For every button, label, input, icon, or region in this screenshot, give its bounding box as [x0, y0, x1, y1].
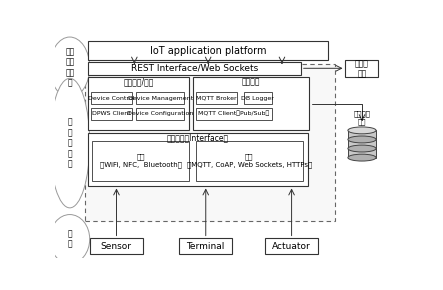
- FancyBboxPatch shape: [88, 41, 328, 61]
- Ellipse shape: [348, 136, 376, 143]
- FancyBboxPatch shape: [89, 238, 143, 254]
- Ellipse shape: [348, 154, 376, 161]
- FancyBboxPatch shape: [136, 93, 184, 104]
- FancyBboxPatch shape: [193, 77, 309, 130]
- Text: 驱动
（WiFi, NFC,  Bluetooth）: 驱动 （WiFi, NFC, Bluetooth）: [100, 154, 182, 168]
- Text: 数据管理: 数据管理: [242, 78, 260, 87]
- Text: Actuator: Actuator: [272, 242, 311, 251]
- Text: 设备信息
数据: 设备信息 数据: [354, 111, 370, 125]
- Text: Device Control: Device Control: [88, 96, 135, 101]
- FancyBboxPatch shape: [265, 238, 318, 254]
- Ellipse shape: [50, 78, 89, 208]
- Text: 物联
网服
务平
台: 物联 网服 务平 台: [65, 47, 74, 87]
- Text: 设备接口（Interface）: 设备接口（Interface）: [167, 133, 229, 142]
- Text: 物
联
网
网
关: 物 联 网 网 关: [67, 118, 72, 168]
- FancyBboxPatch shape: [244, 93, 272, 104]
- Text: Terminal: Terminal: [187, 242, 225, 251]
- FancyBboxPatch shape: [196, 93, 237, 104]
- FancyBboxPatch shape: [136, 108, 184, 120]
- FancyBboxPatch shape: [91, 93, 132, 104]
- Text: Sensor: Sensor: [101, 242, 132, 251]
- FancyBboxPatch shape: [346, 61, 378, 77]
- FancyBboxPatch shape: [88, 61, 301, 75]
- Ellipse shape: [348, 145, 376, 152]
- Text: REST Interface/Web Sockets: REST Interface/Web Sockets: [131, 64, 258, 73]
- Text: DPWS Client: DPWS Client: [92, 111, 131, 116]
- FancyBboxPatch shape: [88, 133, 308, 186]
- Text: Device Management: Device Management: [128, 96, 193, 101]
- Text: IoT application platform: IoT application platform: [150, 46, 266, 56]
- Ellipse shape: [348, 127, 376, 134]
- Ellipse shape: [50, 37, 89, 97]
- FancyBboxPatch shape: [196, 141, 303, 181]
- FancyBboxPatch shape: [179, 238, 232, 254]
- FancyBboxPatch shape: [85, 64, 335, 221]
- FancyBboxPatch shape: [93, 141, 189, 181]
- FancyBboxPatch shape: [348, 130, 376, 158]
- Ellipse shape: [50, 215, 89, 264]
- Text: Device Configuration: Device Configuration: [127, 111, 193, 116]
- FancyBboxPatch shape: [196, 108, 272, 120]
- FancyBboxPatch shape: [88, 77, 189, 130]
- Text: 设
备: 设 备: [67, 229, 72, 249]
- Text: 设备发现/控制: 设备发现/控制: [124, 78, 154, 87]
- FancyBboxPatch shape: [91, 108, 132, 120]
- Text: 自定义
应用: 自定义 应用: [355, 59, 369, 79]
- Text: 协议
（MQTT, CoAP, Web Sockets, HTTPs）: 协议 （MQTT, CoAP, Web Sockets, HTTPs）: [187, 154, 312, 168]
- Text: MQTT Client（Pub/Sub）: MQTT Client（Pub/Sub）: [198, 111, 269, 116]
- Text: DB Logger: DB Logger: [241, 96, 274, 101]
- Text: MQTT Broker: MQTT Broker: [196, 96, 237, 101]
